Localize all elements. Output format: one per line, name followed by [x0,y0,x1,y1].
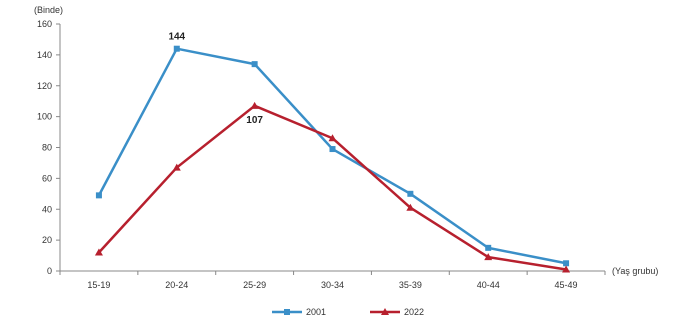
x-unit-label: (Yaş grubu) [612,266,658,276]
y-tick-label: 80 [42,143,52,153]
data-point-2001 [329,146,336,153]
legend-marker-2022 [381,308,389,315]
data-point-2001 [173,45,180,52]
y-unit-label: (Binde) [34,5,63,15]
y-tick-label: 0 [47,266,52,276]
data-point-2022 [172,163,181,171]
data-point-2001 [563,260,570,267]
x-tick-label: 35-39 [399,280,422,290]
y-tick-label: 140 [37,50,52,60]
legend-marker-2001 [284,309,290,315]
y-tick-label: 60 [42,173,52,183]
series-2022 [94,101,571,273]
data-label: 144 [168,32,185,43]
y-tick-label: 120 [37,81,52,91]
series-line-2022 [98,104,567,271]
y-tick-label: 40 [42,204,52,214]
series-line-2001 [97,47,567,265]
y-tick-label: 100 [37,112,52,122]
x-tick-label: 40-44 [477,280,500,290]
y-tick-label: 20 [42,235,52,245]
legend: 2001 2022 [272,307,424,317]
x-tick-label: 15-19 [87,280,110,290]
legend-label-2001: 2001 [306,307,326,317]
data-point-2022 [328,134,337,142]
data-label: 107 [246,115,263,126]
data-point-2022 [406,203,415,211]
data-point-2001 [407,190,414,197]
data-point-2022 [250,101,259,109]
data-point-2001 [485,244,492,251]
data-point-2022 [484,253,493,261]
data-point-2022 [94,248,103,256]
x-tick-label: 20-24 [165,280,188,290]
data-point-2001 [251,61,258,68]
x-tick-label: 25-29 [243,280,266,290]
x-tick-label: 45-49 [555,280,578,290]
data-point-2001 [95,192,102,199]
x-tick-label: 30-34 [321,280,344,290]
legend-label-2022: 2022 [404,307,424,317]
y-tick-label: 160 [37,19,52,29]
data-point-2022 [562,265,571,273]
series-2001 [95,45,570,267]
